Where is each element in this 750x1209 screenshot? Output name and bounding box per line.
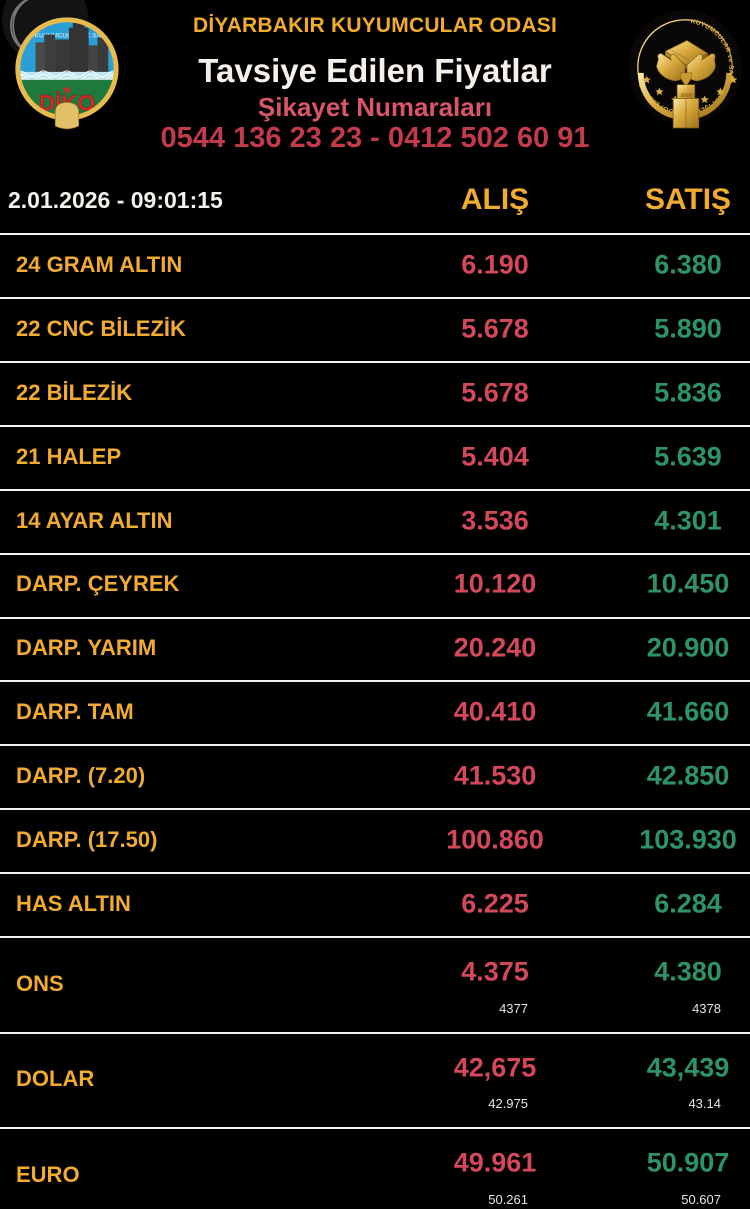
svg-text:2020: 2020: [681, 93, 692, 99]
